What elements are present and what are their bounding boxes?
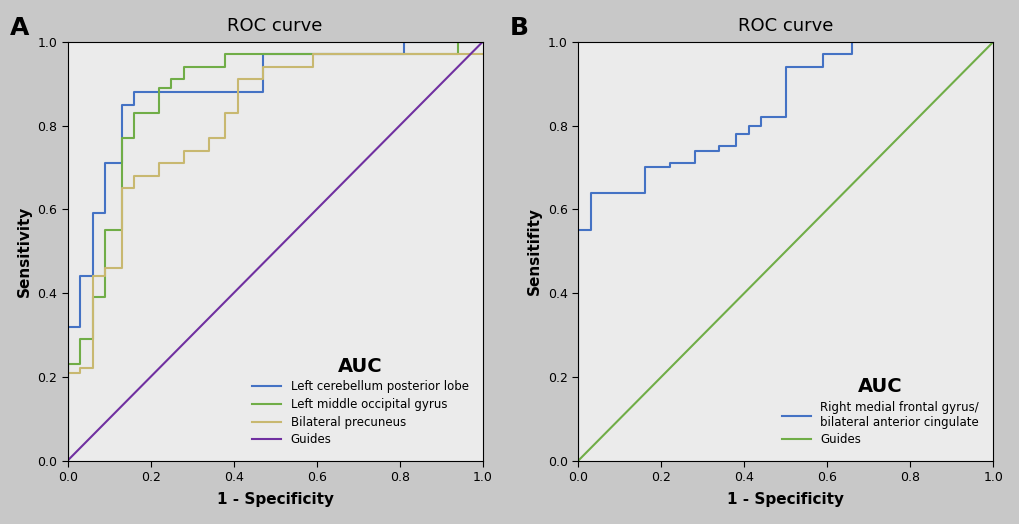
Legend: Right medial frontal gyrus/
bilateral anterior cingulate, Guides: Right medial frontal gyrus/ bilateral an… (772, 369, 986, 455)
Y-axis label: Sensitifity: Sensitifity (527, 207, 542, 295)
Text: B: B (510, 16, 529, 40)
Y-axis label: Sensitivity: Sensitivity (16, 205, 32, 297)
X-axis label: 1 - Specificity: 1 - Specificity (216, 493, 333, 507)
Text: A: A (10, 16, 30, 40)
Title: ROC curve: ROC curve (738, 17, 833, 35)
X-axis label: 1 - Specificity: 1 - Specificity (727, 493, 844, 507)
Title: ROC curve: ROC curve (227, 17, 323, 35)
Legend: Left cerebellum posterior lobe, Left middle occipital gyrus, Bilateral precuneus: Left cerebellum posterior lobe, Left mid… (244, 348, 476, 455)
